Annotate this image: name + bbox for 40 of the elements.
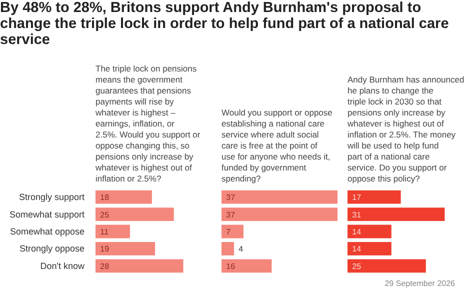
bar: [348, 224, 392, 238]
y-tick-label: Somewhat support: [9, 209, 85, 220]
bar: [348, 259, 426, 273]
data-label: 17: [352, 193, 362, 202]
bar: [96, 259, 184, 273]
bar: [96, 224, 130, 238]
bar: [96, 190, 152, 204]
bar: [222, 208, 338, 222]
bar: [222, 242, 234, 256]
bar: [348, 208, 445, 222]
bar: [222, 190, 338, 204]
data-label: 19: [100, 244, 110, 254]
chart-subtitle: Would you support or oppose establishing a national care service where adult social care is free at the point of use for anyone who needs it, funded by government spending?: [222, 108, 333, 184]
text: The triple lock on pensions means the government guarantees that pensions payments will rise by whatever is highest – earnings, inflation, or 2.5%. Would you support or oppose changing this, so pensions only increase by whatever is highest out of inflation or 2.5%?: [96, 64, 200, 184]
data-label: 25: [352, 262, 362, 271]
data-label: 18: [100, 193, 110, 202]
data-label: 11: [100, 228, 109, 236]
y-tick-label: Strongly support: [18, 192, 85, 202]
text: Andy Burnham has announced he plans to change the triple lock in 2030 so that pensions only increase by whatever is highest out of inflation or 2.5%. The money will be used to help fund part of a national care service. Do you support or oppose this policy?: [348, 74, 464, 184]
data-label: 4: [238, 244, 244, 254]
text: 29 September 2026: [384, 278, 455, 290]
data-label: 25: [100, 210, 110, 220]
data-label: 7: [226, 228, 232, 236]
data-label: 37: [226, 210, 236, 220]
bar: [222, 224, 244, 238]
y-tick-label: Somewhat oppose: [10, 226, 85, 236]
y-tick-label: Don't know: [40, 260, 85, 271]
text: By 48% to 28%, Britons support Andy Burnham's proposal to change the triple lock in order to help fund part of a national care service: [0, 0, 450, 49]
y-tick-label: Strongly oppose: [19, 244, 85, 254]
bar: [96, 242, 156, 256]
data-label: 28: [100, 262, 110, 271]
bar: [348, 190, 401, 204]
data-label: 14: [352, 228, 362, 236]
data-label: 14: [352, 244, 362, 254]
bar: [348, 242, 392, 256]
bar: [222, 259, 272, 273]
bar: [96, 208, 174, 222]
data-label: 16: [226, 262, 236, 271]
data-label: 31: [352, 210, 362, 220]
data-label: 37: [226, 193, 236, 202]
